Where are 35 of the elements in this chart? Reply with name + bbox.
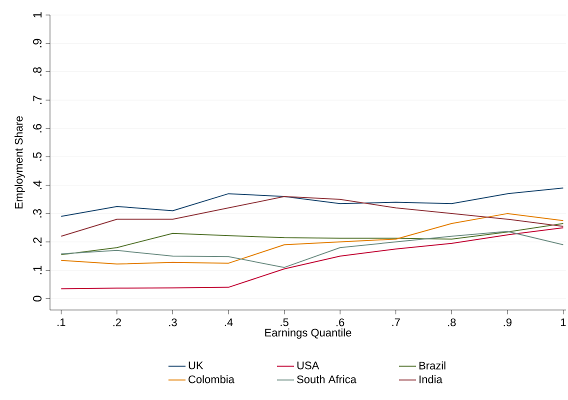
legend-label: India — [420, 375, 442, 384]
x-tick-label: .5 — [280, 318, 288, 326]
legend-label: South Africa — [297, 375, 356, 384]
x-tick-label: .1 — [58, 318, 66, 326]
legend-label: USA — [297, 362, 320, 370]
y-tick-label: .3 — [33, 209, 42, 218]
line-series — [60, 196, 564, 237]
legend-label: Brazil — [419, 361, 446, 370]
x-tick-label: .2 — [113, 318, 121, 326]
x-tick-label: .7 — [392, 318, 400, 326]
y-tick-label: .2 — [33, 238, 42, 246]
y-tick-label: 1 — [33, 12, 42, 18]
y-tick-label: .1 — [33, 266, 42, 274]
x-tick-label: 1 — [560, 318, 566, 326]
line-series — [60, 213, 564, 265]
x-tick-label: .6 — [336, 318, 344, 326]
x-tick-label: .9 — [504, 318, 512, 326]
legend-label: Colombia — [188, 375, 234, 384]
y-tick-label: .9 — [33, 38, 42, 48]
line-series — [60, 227, 564, 290]
y-tick-label: 0 — [33, 296, 42, 302]
x-tick-label: .8 — [448, 318, 456, 326]
y-tick-label: .8 — [33, 67, 42, 76]
line-series — [60, 188, 564, 217]
x-tick-label: .3 — [169, 318, 177, 326]
y-axis-title: Employment Share — [14, 116, 25, 208]
y-tick-label: .6 — [33, 124, 42, 132]
y-tick-label: .7 — [33, 96, 42, 104]
legend-label: UK — [188, 362, 204, 370]
x-tick-label: .4 — [224, 318, 233, 326]
line-series — [60, 222, 564, 256]
line-series — [60, 230, 564, 268]
y-tick-label: .4 — [33, 180, 42, 190]
y-tick-label: .5 — [33, 152, 42, 161]
x-axis-title: Earnings Quantile — [265, 328, 352, 339]
